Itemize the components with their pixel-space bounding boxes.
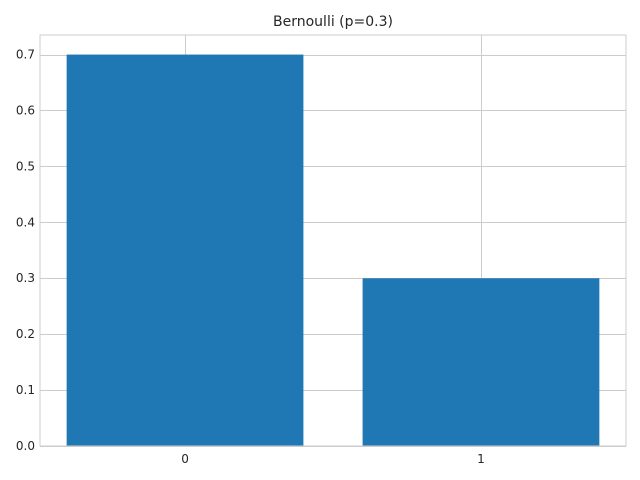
x-tick-label: 1	[477, 452, 485, 466]
plot-frame	[39, 34, 627, 447]
y-tick-label: 0.2	[16, 327, 35, 341]
y-tick-label: 0.6	[16, 103, 35, 117]
y-tick-label: 0.1	[16, 383, 35, 397]
bars	[66, 54, 600, 446]
x-tick-label: 0	[181, 452, 189, 466]
y-tick-label: 0.4	[16, 215, 35, 229]
y-tick-label: 0.3	[16, 271, 35, 285]
y-tick-label: 0.5	[16, 159, 35, 173]
y-tick-label: 0.0	[16, 439, 35, 453]
y-tick-label: 0.7	[16, 48, 35, 62]
bar-1	[362, 278, 600, 446]
y-axis-ticks: 0.0 0.1 0.2 0.3 0.4 0.5 0.6 0.7	[16, 48, 35, 453]
chart-title: Bernoulli (p=0.3)	[273, 14, 393, 30]
bar-0	[66, 54, 304, 446]
